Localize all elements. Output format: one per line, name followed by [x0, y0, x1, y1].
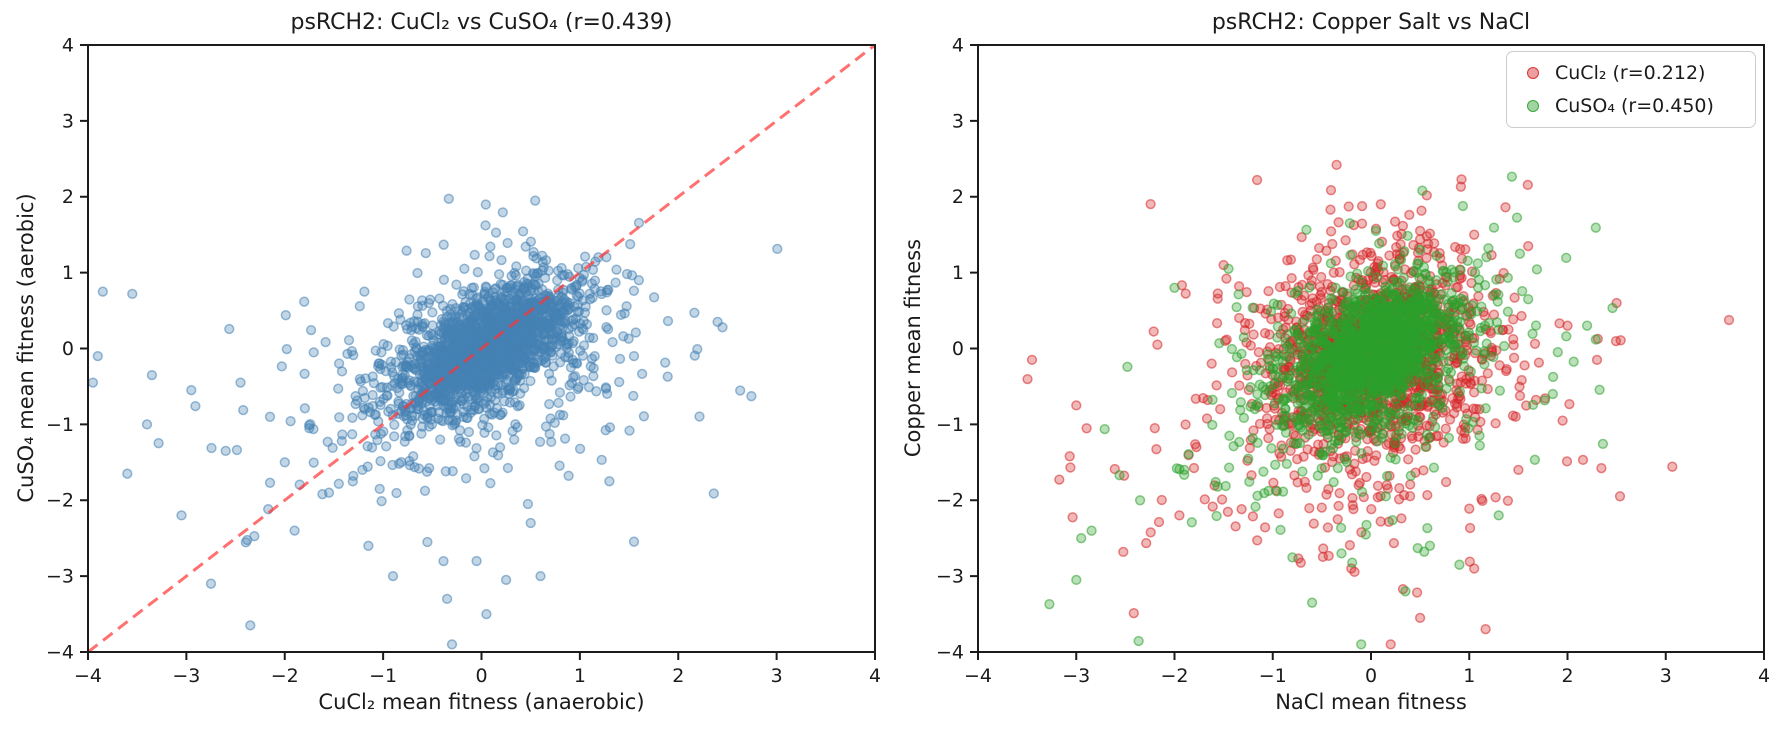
svg-text:0: 0	[475, 665, 487, 687]
legend-label-cucl2: CuCl₂ (r=0.212)	[1555, 62, 1706, 84]
svg-text:2: 2	[62, 186, 74, 208]
svg-text:−2: −2	[46, 490, 74, 512]
left-plot-title: psRCH2: CuCl₂ vs CuSO₄ (r=0.439)	[290, 10, 673, 35]
svg-text:−3: −3	[172, 665, 200, 687]
svg-text:−1: −1	[46, 414, 74, 436]
right-x-axis-label: NaCl mean fitness	[1275, 690, 1467, 714]
svg-text:3: 3	[771, 665, 783, 687]
svg-text:4: 4	[869, 665, 881, 687]
left-plot-axes: −4 −3 −2 −1 0 1 2 3 4 −4 −3 −2 −1 0 1 2 3 4	[46, 34, 881, 687]
svg-text:2: 2	[672, 665, 684, 687]
svg-text:−2: −2	[271, 665, 299, 687]
right-plot-axes: −4 −3 −2 −1 0 1 2 3 4 −4 −3 −2 −1 0 1 2 3 4	[936, 34, 1770, 687]
legend-entry-cucl2: CuCl₂ (r=0.212)	[1519, 60, 1743, 86]
legend: CuCl₂ (r=0.212) CuSO₄ (r=0.450)	[1506, 51, 1756, 128]
left-x-axis-label: CuCl₂ mean fitness (anaerobic)	[318, 690, 645, 714]
right-plot-title: psRCH2: Copper Salt vs NaCl	[1211, 10, 1531, 35]
legend-label-cuso4: CuSO₄ (r=0.450)	[1555, 95, 1714, 117]
left-plot-canvas: −4 −3 −2 −1 0 1 2 3 4 −4 −3 −2 −1 0 1 2 3 4	[46, 34, 881, 687]
svg-text:3: 3	[62, 110, 74, 132]
svg-text:1: 1	[62, 262, 74, 284]
svg-text:1: 1	[574, 665, 586, 687]
svg-text:−4: −4	[74, 665, 102, 687]
right-y-axis-label: Copper mean fitness	[901, 238, 925, 458]
svg-text:4: 4	[62, 34, 74, 56]
cucl2-scatter-marker-icon	[1527, 67, 1539, 79]
svg-text:−4: −4	[46, 641, 74, 663]
legend-entry-cuso4: CuSO₄ (r=0.450)	[1519, 93, 1743, 119]
cuso4-scatter-marker-icon	[1527, 100, 1539, 112]
svg-text:−1: −1	[369, 665, 397, 687]
svg-text:−3: −3	[46, 566, 74, 588]
left-y-axis-label: CuSO₄ mean fitness (aerobic)	[14, 193, 38, 503]
svg-text:0: 0	[62, 338, 74, 360]
